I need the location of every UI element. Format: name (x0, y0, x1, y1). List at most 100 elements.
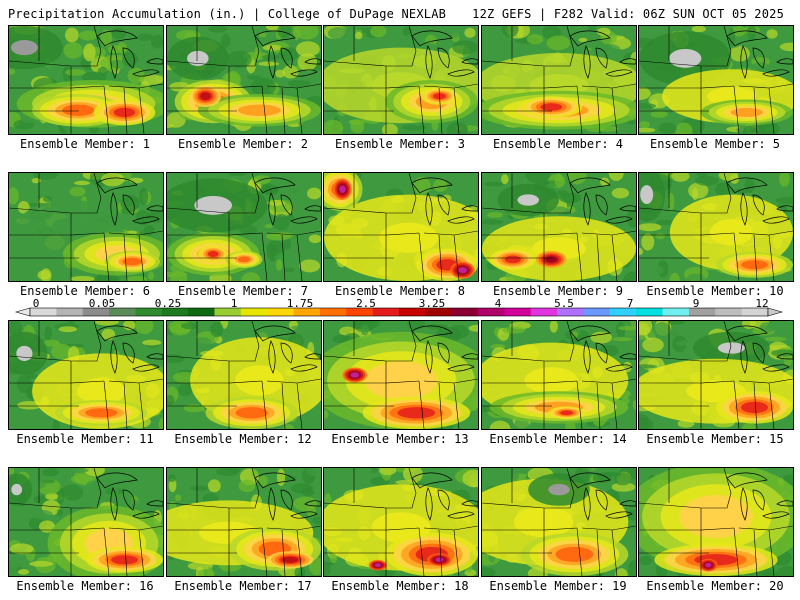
ensemble-map-panel-5 (638, 25, 794, 135)
ensemble-map-panel-16 (8, 467, 164, 577)
precip-map-5 (639, 26, 793, 134)
ensemble-member-label: Ensemble Member: 3 (334, 137, 466, 151)
colorbar-swatch (530, 308, 558, 316)
colorbar-swatch (451, 308, 479, 316)
precip-map-8 (324, 173, 478, 281)
ensemble-map-panel-14 (481, 320, 637, 430)
precip-colorbar (14, 307, 784, 317)
ensemble-map-panel-20 (638, 467, 794, 577)
precip-map-4 (482, 26, 636, 134)
colorbar-tick-label: 0 (32, 297, 40, 310)
colorbar-swatch (240, 308, 268, 316)
colorbar-swatch (293, 308, 321, 316)
precip-map-19 (482, 468, 636, 576)
precip-map-11 (9, 321, 163, 429)
colorbar-tick-label: 1 (230, 297, 238, 310)
colorbar-tick-label: 2.5 (356, 297, 376, 310)
colorbar-swatch (56, 308, 84, 316)
colorbar-tick-label: 0.25 (154, 297, 182, 310)
precip-map-15 (639, 321, 793, 429)
ensemble-member-label: Ensemble Member: 5 (649, 137, 781, 151)
colorbar-swatch (662, 308, 690, 316)
colorbar-swatch (609, 308, 637, 316)
ensemble-member-label: Ensemble Member: 14 (489, 432, 627, 446)
precip-map-2 (167, 26, 321, 134)
ensemble-map-panel-13 (323, 320, 479, 430)
precip-map-20 (639, 468, 793, 576)
ensemble-member-label: Ensemble Member: 12 (174, 432, 312, 446)
precip-map-17 (167, 468, 321, 576)
ensemble-map-panel-2 (166, 25, 322, 135)
colorbar-swatch (478, 308, 505, 316)
colorbar-tick-label: 0.05 (88, 297, 116, 310)
precip-map-7 (167, 173, 321, 281)
ensemble-map-panel-9 (481, 172, 637, 282)
colorbar-swatch (425, 308, 453, 316)
ensemble-member-label: Ensemble Member: 11 (16, 432, 154, 446)
colorbar-swatch (319, 308, 347, 316)
colorbar-swatch (741, 308, 769, 316)
run-info: 12Z GEFS | F282 Valid: 06Z SUN OCT 05 20… (472, 7, 784, 21)
ensemble-member-label: Ensemble Member: 13 (331, 432, 469, 446)
precip-map-14 (482, 321, 636, 429)
ensemble-member-label: Ensemble Member: 7 (177, 284, 309, 298)
ensemble-map-panel-15 (638, 320, 794, 430)
colorbar-tick-label: 12 (755, 297, 769, 310)
colorbar-swatch (688, 308, 716, 316)
precip-map-9 (482, 173, 636, 281)
page-title: Precipitation Accumulation (in.) | Colle… (8, 7, 447, 21)
ensemble-member-label: Ensemble Member: 15 (646, 432, 784, 446)
ensemble-member-label: Ensemble Member: 4 (492, 137, 624, 151)
colorbar-swatch (399, 308, 426, 316)
colorbar-swatch (504, 308, 532, 316)
ensemble-map-panel-12 (166, 320, 322, 430)
ensemble-map-panel-11 (8, 320, 164, 430)
ensemble-member-label: Ensemble Member: 10 (646, 284, 784, 298)
precip-map-13 (324, 321, 478, 429)
colorbar-swatch (346, 308, 374, 316)
precip-map-16 (9, 468, 163, 576)
ensemble-member-label: Ensemble Member: 6 (19, 284, 151, 298)
precip-map-18 (324, 468, 478, 576)
precip-map-3 (324, 26, 478, 134)
ensemble-map-panel-17 (166, 467, 322, 577)
ensemble-map-panel-4 (481, 25, 637, 135)
colorbar-swatch (267, 308, 295, 316)
ensemble-map-panel-3 (323, 25, 479, 135)
colorbar-tick-label: 1.75 (286, 297, 314, 310)
colorbar-swatch (715, 308, 743, 316)
ensemble-member-label: Ensemble Member: 18 (331, 579, 469, 593)
colorbar-swatch (161, 308, 189, 316)
ensemble-member-label: Ensemble Member: 1 (19, 137, 151, 151)
colorbar-swatch (583, 308, 611, 316)
precip-map-12 (167, 321, 321, 429)
precip-map-6 (9, 173, 163, 281)
ensemble-map-panel-8 (323, 172, 479, 282)
colorbar-swatch (636, 308, 664, 316)
colorbar-swatch (214, 308, 242, 316)
ensemble-map-panel-10 (638, 172, 794, 282)
ensemble-map-panel-6 (8, 172, 164, 282)
colorbar-tick-label: 3.25 (418, 297, 446, 310)
colorbar-swatch (135, 308, 163, 316)
ensemble-member-label: Ensemble Member: 2 (177, 137, 309, 151)
ensemble-member-label: Ensemble Member: 9 (492, 284, 624, 298)
ensemble-member-label: Ensemble Member: 20 (646, 579, 784, 593)
ensemble-member-label: Ensemble Member: 16 (16, 579, 154, 593)
ensemble-map-panel-1 (8, 25, 164, 135)
colorbar-swatch (82, 308, 110, 316)
colorbar-swatch (30, 308, 57, 316)
ensemble-member-label: Ensemble Member: 17 (174, 579, 312, 593)
colorbar-swatch (372, 308, 400, 316)
colorbar-tick-label: 5.5 (554, 297, 574, 310)
ensemble-member-label: Ensemble Member: 8 (334, 284, 466, 298)
colorbar-tick-label: 4 (494, 297, 502, 310)
colorbar-tick-label: 9 (692, 297, 700, 310)
ensemble-map-panel-18 (323, 467, 479, 577)
colorbar-swatch (109, 308, 136, 316)
ensemble-map-panel-19 (481, 467, 637, 577)
colorbar-swatch (557, 308, 584, 316)
colorbar-swatch (188, 308, 215, 316)
ensemble-member-label: Ensemble Member: 19 (489, 579, 627, 593)
precip-map-1 (9, 26, 163, 134)
